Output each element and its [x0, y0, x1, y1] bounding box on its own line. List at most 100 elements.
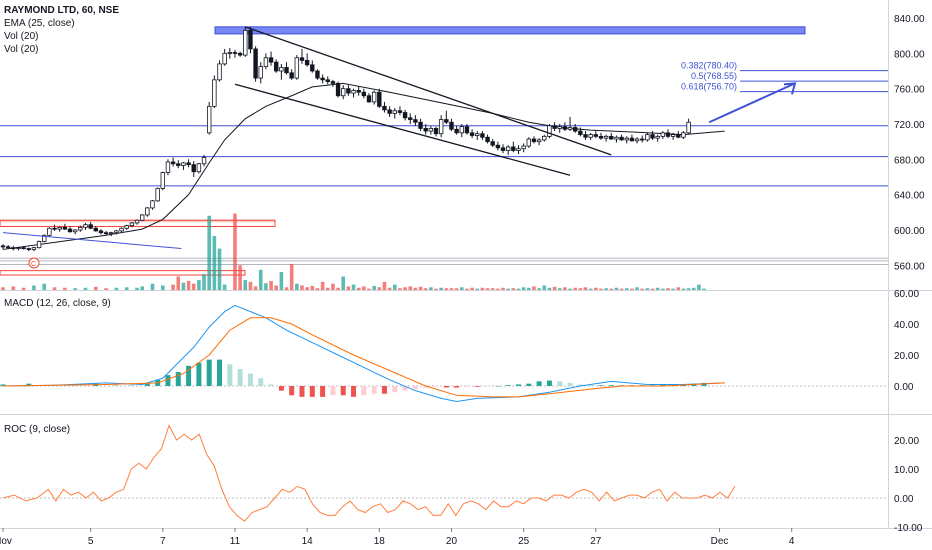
macd-histogram-bar [129, 384, 135, 386]
candle [428, 125, 434, 135]
volume-bar [295, 283, 299, 290]
volume-bar [315, 288, 320, 290]
time-tick-label: Dec [711, 536, 729, 547]
candle-body [562, 126, 568, 130]
volume-bar [331, 283, 335, 290]
vol-legend-1[interactable]: Vol (20) [4, 31, 39, 42]
candle-body [253, 48, 258, 79]
candle [562, 122, 568, 132]
candle [665, 129, 671, 139]
candle-body [237, 52, 243, 56]
candle-body [165, 161, 171, 173]
candle-body [366, 95, 372, 103]
candle-body [248, 29, 253, 50]
macd-histogram-bar [268, 384, 274, 386]
roc-tick-label: 0.00 [894, 494, 914, 505]
volume-bar [449, 288, 454, 290]
candle-body [382, 105, 387, 111]
candle [181, 161, 186, 170]
macd-legend-label[interactable]: MACD (12, 26, close, 9) [4, 298, 111, 309]
candle-body [629, 137, 635, 142]
macd-histogram-bar [495, 386, 501, 387]
candle [392, 108, 397, 119]
candle [83, 222, 88, 230]
volume-bar [124, 287, 129, 290]
candle-body [361, 91, 367, 97]
candle [583, 131, 588, 140]
macd-histogram-bar [186, 365, 192, 386]
volume-bar [459, 287, 464, 290]
candle-body [47, 227, 52, 236]
candle [552, 122, 557, 132]
candle-body [263, 57, 269, 67]
candle-body [320, 77, 325, 81]
candle [263, 53, 269, 70]
volume-bar [532, 286, 536, 290]
candle-body [655, 135, 660, 139]
fib-level-label: 0.618(756.70) [681, 82, 737, 92]
macd-histogram-bar [72, 385, 78, 386]
candle [640, 135, 645, 143]
candle [402, 109, 408, 121]
symbol-title[interactable]: RAYMOND LTD, 60, NSE [4, 5, 120, 16]
candle-body [191, 164, 196, 173]
volume-bar [104, 288, 108, 290]
candle-body [62, 226, 68, 230]
candle [165, 159, 171, 176]
volume-bar [253, 286, 258, 290]
candle-body [495, 144, 501, 149]
candle-body [170, 161, 176, 165]
candle [557, 124, 562, 133]
volume-bar [526, 287, 531, 290]
price-tick-label: 600.00 [894, 226, 925, 237]
candle [289, 69, 294, 80]
candle [670, 132, 676, 140]
volume-bar [207, 215, 212, 290]
candle-body [176, 163, 181, 166]
marker-c-label: C [31, 261, 36, 268]
candle [598, 132, 604, 140]
macd-legend: MACD (12, 26, close, 9) [4, 297, 111, 310]
vol-legend-2[interactable]: Vol (20) [4, 44, 39, 55]
volume-bar [372, 285, 376, 290]
volume-bar [583, 287, 588, 290]
roc-legend: ROC (9, close) [4, 423, 70, 436]
candle-body [640, 138, 645, 141]
candle-body [676, 134, 681, 138]
candle [433, 126, 439, 137]
price-tick-label: 560.00 [894, 261, 925, 272]
volume-bar [655, 287, 660, 290]
volume-bar [73, 288, 77, 290]
volume-bar [356, 287, 361, 290]
candle [511, 141, 516, 153]
candle [268, 51, 274, 66]
roc-legend-label[interactable]: ROC (9, close) [4, 424, 71, 435]
candle [614, 135, 619, 143]
candle [0, 244, 6, 250]
macd-histogram-bar [351, 386, 357, 397]
volume-bar [521, 287, 526, 290]
main-legend: RAYMOND LTD, 60, NSE EMA (25, close) Vol… [4, 4, 119, 56]
candle-body [505, 146, 511, 151]
macd-histogram-bar [474, 386, 480, 387]
ema-legend[interactable]: EMA (25, close) [4, 18, 75, 29]
fib-level-label: 0.382(780.40) [681, 61, 737, 71]
candle [145, 207, 150, 217]
volume-bar [114, 287, 119, 290]
volume-bar [604, 288, 608, 290]
candle [346, 85, 351, 96]
candle [103, 230, 109, 236]
candle [366, 93, 372, 103]
candle [655, 134, 660, 142]
volume-bar [346, 286, 351, 290]
volume-bar [320, 281, 325, 290]
macd-line [2, 304, 725, 403]
price-tick-label: 640.00 [894, 191, 925, 202]
macd-histogram-bar [165, 375, 171, 386]
candle-body [567, 127, 573, 130]
candle [325, 76, 330, 85]
volume-bar [233, 213, 237, 290]
candle [459, 124, 464, 138]
candle-body [335, 82, 341, 97]
